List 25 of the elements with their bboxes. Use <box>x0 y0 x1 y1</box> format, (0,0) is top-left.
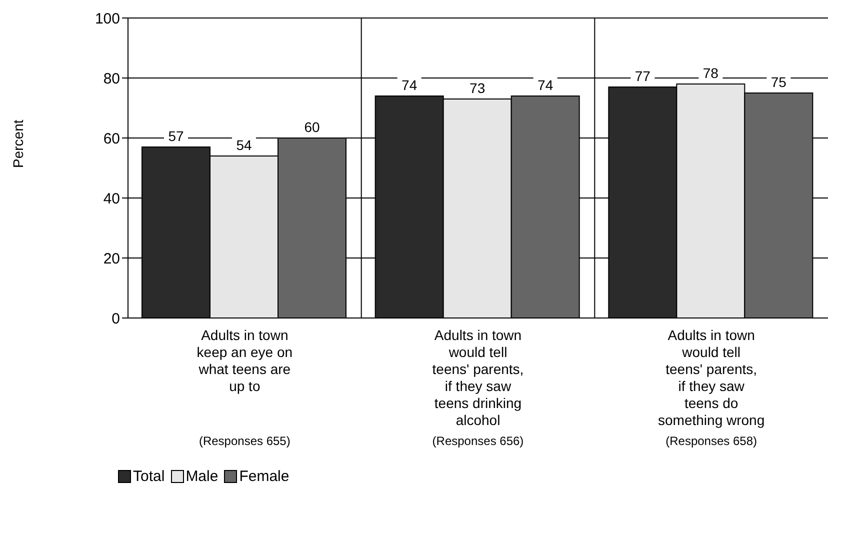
data-label: 78 <box>702 65 719 81</box>
y-tick-label: 80 <box>103 70 120 88</box>
text: (Responses 655) <box>198 434 292 448</box>
y-tick-label: 60 <box>103 130 120 148</box>
data-label: 73 <box>470 80 486 96</box>
legend-label: Female <box>238 468 290 485</box>
text: (Responses 658) <box>664 434 758 448</box>
x-tick-label: Adults in town would tell teens' parents, if they saw teens drinking alcohol <box>432 327 524 428</box>
data-label: 74 <box>402 77 418 93</box>
y-tick-label: 0 <box>112 310 120 328</box>
data-label: 74 <box>538 77 554 93</box>
text: (Responses 656) <box>431 434 525 448</box>
y-tick-label: 40 <box>103 190 120 208</box>
legend-label: Male <box>184 468 218 485</box>
data-label: 60 <box>304 119 320 135</box>
y-tick-label: 20 <box>103 250 120 268</box>
data-label: 54 <box>236 137 252 153</box>
y-tick-label: 100 <box>94 10 120 28</box>
y-axis-title: Percent <box>10 120 26 168</box>
x-tick-label: Adults in town keep an eye on what teens are up to <box>196 327 293 394</box>
legend-label: Total <box>132 468 165 485</box>
x-tick-label: Adults in town would tell teens' parents, if they saw teens do something wrong <box>658 327 765 428</box>
data-label: 77 <box>634 68 651 84</box>
data-label: 75 <box>770 74 787 90</box>
data-label: 57 <box>168 128 184 144</box>
